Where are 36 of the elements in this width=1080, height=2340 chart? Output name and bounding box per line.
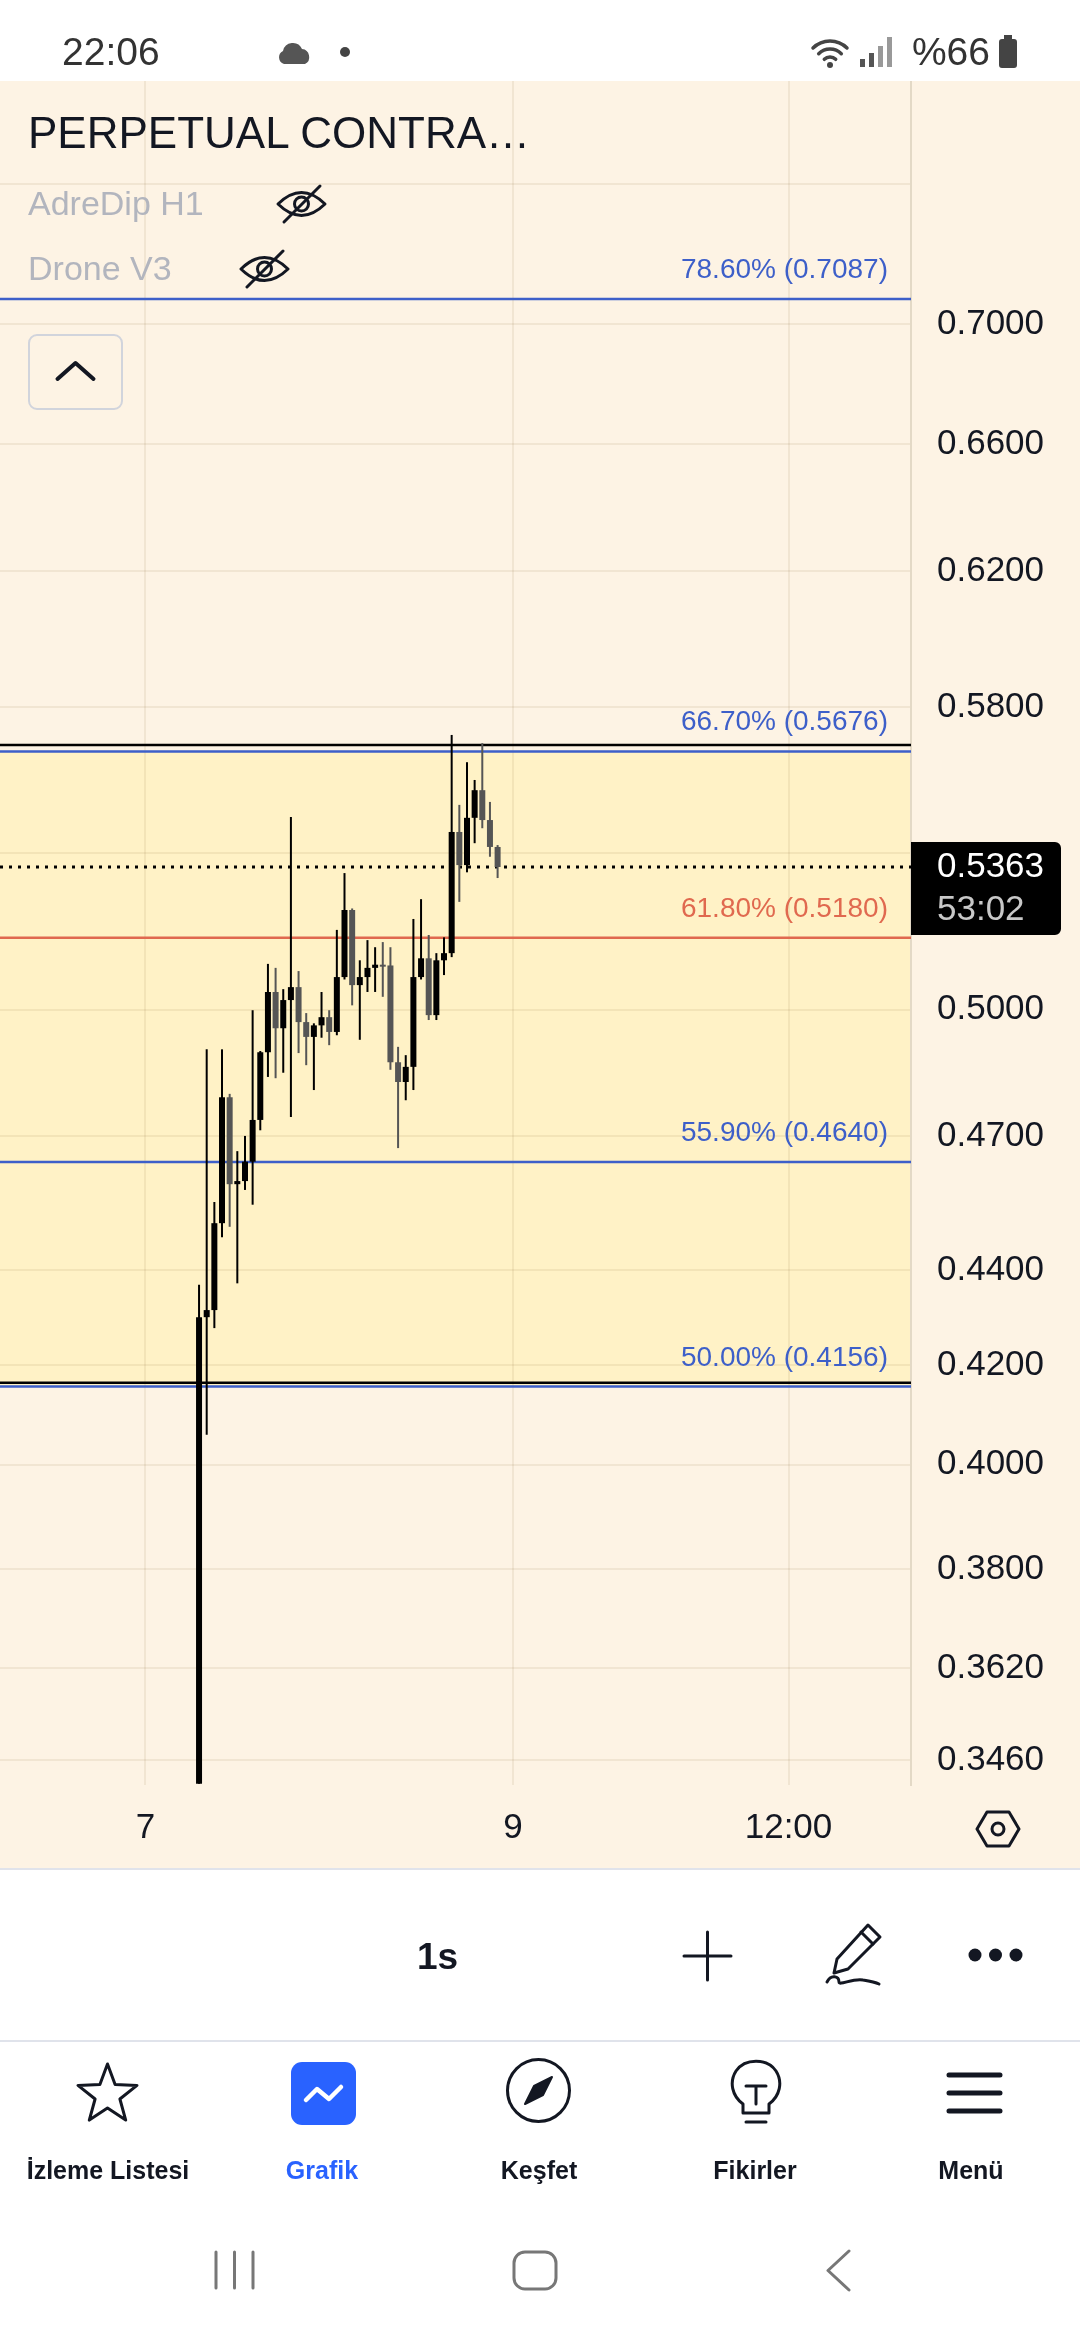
x-tick-label: 9: [503, 1805, 523, 1845]
ref-line-label: 61.80% (0.5180): [680, 891, 888, 923]
y-tick-label: 0.4200: [937, 1342, 1045, 1382]
y-tick-label: 0.6600: [937, 421, 1045, 461]
text: 22:06: [62, 28, 160, 75]
annotation: AdreDip H1: [28, 182, 204, 224]
ref-line-label: 78.60% (0.7087): [680, 252, 888, 284]
y-tick-label: 0.4000: [937, 1442, 1045, 1482]
text: İzleme Listesi: [26, 2155, 190, 2185]
candlestick: [356, 960, 363, 1040]
ref-line-label: 50.00% (0.4156): [680, 1340, 888, 1372]
y-tick-label: 0.5800: [937, 685, 1045, 725]
ref-line-label: 66.70% (0.5676): [680, 705, 888, 737]
y-tick-label: 0.5000: [937, 987, 1045, 1027]
text: 1s: [417, 1934, 459, 1979]
text: Fikirler: [713, 2155, 797, 2185]
text: Menü: [938, 2155, 1004, 2185]
text: Keşfet: [500, 2155, 578, 2185]
ref-line-label: 0.5363: [937, 844, 1045, 884]
ref-line-label: 55.90% (0.4640): [680, 1116, 888, 1148]
y-tick-label: 0.3460: [937, 1737, 1045, 1777]
y-tick-label: 0.7000: [937, 301, 1045, 341]
y-tick-label: 0.4700: [937, 1113, 1045, 1153]
text: 53:02: [937, 887, 1025, 927]
text: Grafik: [285, 2155, 359, 2185]
annotation: Drone V3: [28, 247, 172, 289]
text: PERPETUAL CONTRA…: [28, 106, 531, 159]
y-tick-label: 0.4400: [937, 1247, 1045, 1287]
y-tick-label: 0.6200: [937, 549, 1045, 589]
candlestick: [234, 1151, 241, 1284]
y-tick-label: 0.3800: [937, 1546, 1045, 1586]
y-tick-label: 0.3620: [937, 1645, 1045, 1685]
x-tick-label: 12:00: [744, 1805, 833, 1845]
candlestick: [372, 947, 379, 992]
text: %66: [911, 28, 990, 75]
x-tick-label: 7: [135, 1805, 156, 1845]
